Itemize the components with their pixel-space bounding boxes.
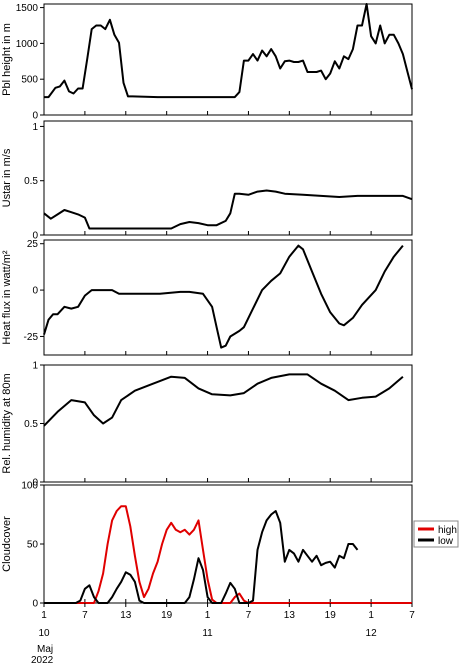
x-tick-label: 19: [325, 610, 337, 621]
y-tick-label: 1000: [16, 39, 39, 50]
panel-frame: [43, 364, 413, 483]
x-day-label: 10: [38, 628, 50, 639]
y-tick-label: 0: [32, 478, 38, 489]
y-tick-label: -25: [24, 332, 39, 343]
y-tick-label: 1: [32, 361, 38, 372]
panel-frame: [43, 120, 413, 236]
x-tick-label: 1: [41, 610, 47, 621]
series-line: [44, 3, 413, 99]
legend-low-label: low: [438, 536, 454, 547]
legend-box: [413, 520, 459, 548]
panel-frame: [43, 239, 413, 356]
y-tick-label: 1: [32, 122, 38, 133]
x-tick-label: 13: [284, 610, 296, 621]
x-axis: 1713191713191710111213Maj2022: [31, 603, 415, 664]
y-tick-label: 0: [32, 599, 38, 610]
y-tick-label: 0: [32, 231, 38, 242]
x-day-label: 11: [202, 628, 213, 639]
series-line-low: [44, 510, 359, 604]
legend-high-label: high: [438, 525, 457, 536]
y-axis-label: Ustar in m/s: [1, 148, 13, 207]
y-tick-label: 100: [21, 481, 38, 492]
series-line: [43, 244, 404, 349]
y-axis-label: Pbl height in m: [1, 23, 13, 96]
x-tick-label: 7: [409, 610, 415, 621]
panel-frame: [43, 3, 413, 116]
y-tick-label: 0: [32, 111, 38, 122]
panel-5: 0 50 100 Cloudcover: [1, 481, 413, 610]
x-month-label: Maj: [37, 644, 53, 655]
x-tick-label: 13: [120, 610, 132, 621]
series-line: [43, 373, 404, 427]
cloud-legend: high low: [413, 520, 459, 548]
y-tick-label: 1500: [16, 3, 39, 14]
y-tick-label: 0: [32, 286, 38, 297]
panel-4: 0 0.5 1 Rel. humidity at 80m: [1, 361, 413, 489]
y-tick-label: 500: [21, 75, 38, 86]
x-day-label: 12: [366, 628, 378, 639]
x-tick-label: 7: [246, 610, 252, 621]
y-tick-label: 25: [27, 239, 39, 250]
x-tick-label: 7: [82, 610, 88, 621]
x-tick-label: 1: [368, 610, 374, 621]
x-tick-label: 19: [161, 610, 173, 621]
y-tick-label: 0.5: [24, 176, 38, 187]
x-tick-label: 1: [205, 610, 211, 621]
y-tick-label: 0.5: [24, 419, 38, 430]
y-tick-label: 50: [27, 540, 39, 551]
y-axis-label: Cloudcover: [1, 516, 13, 572]
y-axis-label: Rel. humidity at 80m: [1, 373, 13, 473]
panel-3: -25 0 25 Heat flux in watt/m²: [1, 239, 413, 356]
series-line: [43, 189, 413, 230]
y-axis-label: Heat flux in watt/m²: [1, 250, 13, 344]
panel-2: 0 0.5 1 Ustar in m/s: [1, 120, 413, 242]
x-year-label: 2022: [31, 655, 54, 664]
